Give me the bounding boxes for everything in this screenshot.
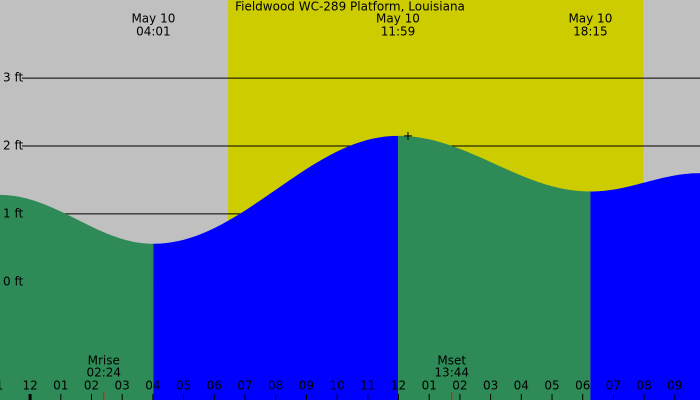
x-tick-label: 06 (575, 379, 590, 393)
x-tick-label: 03 (115, 379, 130, 393)
x-tick-label: 1 (0, 379, 3, 393)
x-tick-label: 02 (452, 379, 467, 393)
extreme-date: May 10 (376, 12, 420, 26)
x-tick-label: 07 (237, 379, 252, 393)
extreme-time: 18:15 (573, 25, 608, 39)
chart-title: Fieldwood WC-289 Platform, Louisiana (235, 0, 465, 14)
x-tick-label: 12 (22, 379, 37, 393)
x-tick-label: 01 (53, 379, 68, 393)
x-tick-label: 08 (636, 379, 651, 393)
tide-segment (397, 135, 591, 400)
extreme-time: 11:59 (381, 25, 416, 39)
tide-segment (153, 135, 398, 400)
x-tick-label: 01 (422, 379, 437, 393)
x-tick-label: 09 (667, 379, 682, 393)
moon-label: Mset (437, 354, 466, 368)
x-tick-label: 09 (299, 379, 314, 393)
tide-area (0, 135, 700, 400)
tide-segment (0, 194, 154, 400)
y-tick-label: 1 ft (3, 206, 23, 220)
x-tick-label: 04 (145, 379, 160, 393)
moon-time: 02:24 (86, 366, 121, 380)
extreme-date: May 10 (568, 12, 612, 26)
x-tick-label: 07 (606, 379, 621, 393)
extreme-date: May 10 (131, 12, 175, 26)
crosshair (403, 131, 412, 140)
x-tick-label: 02 (84, 379, 99, 393)
tide-segment (590, 173, 700, 400)
y-tick-label: 0 ft (3, 274, 23, 288)
x-tick-label: 04 (514, 379, 529, 393)
x-tick-label: 05 (176, 379, 191, 393)
x-tick-label: 03 (483, 379, 498, 393)
x-tick-label: 12 (391, 379, 406, 393)
moon-time: 13:44 (434, 366, 469, 380)
x-tick-label: 05 (544, 379, 559, 393)
y-tick-label: 3 ft (3, 71, 23, 85)
x-tick-label: 06 (207, 379, 222, 393)
x-tick-label: 08 (268, 379, 283, 393)
x-tick-label: 10 (329, 379, 344, 393)
moon-label: Mrise (88, 354, 120, 368)
x-tick-label: 11 (360, 379, 375, 393)
extreme-time: 04:01 (136, 25, 171, 39)
y-tick-label: 2 ft (3, 139, 23, 153)
